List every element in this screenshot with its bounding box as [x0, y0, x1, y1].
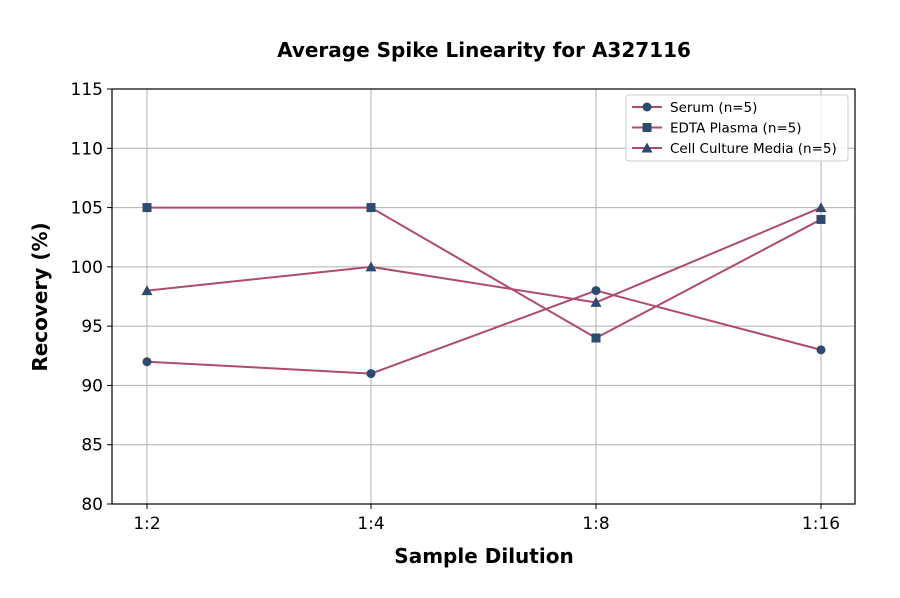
legend-item: EDTA Plasma (n=5) [632, 121, 802, 137]
data-point [816, 345, 826, 355]
data-point [591, 333, 601, 343]
y-tick-label: 80 [81, 495, 103, 515]
legend-label: Cell Culture Media (n=5) [670, 141, 837, 157]
y-tick-label: 85 [81, 436, 103, 456]
legend-label: EDTA Plasma (n=5) [670, 121, 802, 137]
legend-marker-square-icon [642, 123, 652, 132]
y-tick-label: 115 [71, 80, 103, 100]
x-tick-label: 1:8 [582, 514, 609, 534]
y-tick-label: 110 [71, 139, 103, 159]
data-point [142, 357, 152, 367]
data-point [365, 261, 377, 272]
data-point [590, 296, 602, 307]
series-line [146, 289, 822, 375]
legend: Serum (n=5) EDTA Plasma (n=5) Cell Culture… [625, 94, 849, 162]
y-tick-label: 105 [71, 199, 103, 219]
series-square [142, 203, 826, 343]
data-point [591, 286, 601, 296]
data-point [142, 203, 152, 213]
legend-box [625, 94, 849, 162]
series-triangle [141, 202, 827, 307]
plot-frame [111, 88, 856, 505]
y-tick-label: 100 [71, 258, 103, 278]
legend-marker-circle-icon [642, 102, 652, 112]
data-point [141, 285, 153, 296]
series-circle [142, 286, 826, 379]
x-tick-label: 1:16 [802, 514, 840, 534]
data-point [366, 369, 376, 379]
data-point [816, 214, 826, 224]
data-point [366, 203, 376, 213]
legend-item: Serum (n=5) [632, 100, 757, 116]
data-point [815, 202, 827, 213]
x-tick-label: 1:2 [133, 514, 160, 534]
y-axis-label: Recovery (%) [28, 222, 52, 371]
y-tick-label: 90 [81, 376, 103, 396]
x-axis-label: Sample Dilution [394, 544, 573, 568]
chart-title: Average Spike Linearity for A327116 [277, 38, 691, 62]
series-line [147, 206, 822, 340]
series-line [146, 206, 822, 304]
legend-item: Cell Culture Media (n=5) [632, 141, 837, 157]
x-tick-label: 1:4 [357, 514, 384, 534]
legend-marker-triangle-icon [641, 142, 653, 153]
legend-label: Serum (n=5) [670, 100, 757, 116]
y-tick-label: 95 [81, 317, 103, 337]
